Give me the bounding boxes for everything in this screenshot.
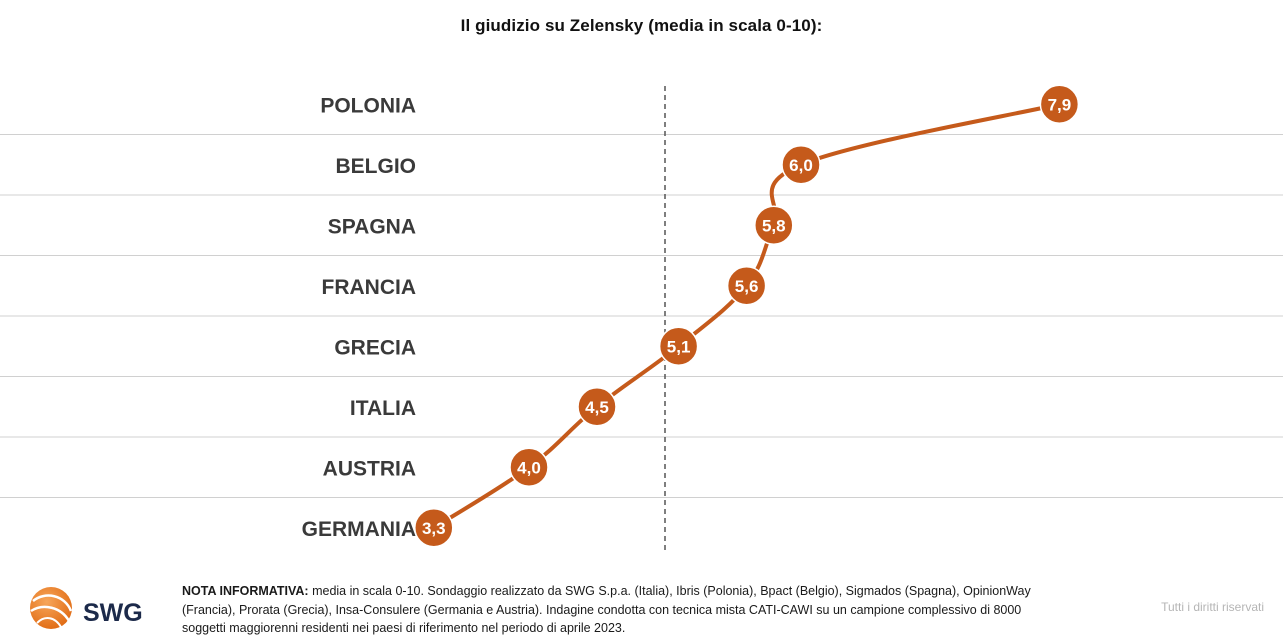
svg-text:SWG: SWG xyxy=(83,599,143,627)
category-label: BELGIO xyxy=(335,155,416,178)
data-point xyxy=(414,508,454,548)
category-label: POLONIA xyxy=(320,94,416,117)
data-point xyxy=(509,447,549,487)
data-point xyxy=(658,326,699,366)
data-label: 7,9 xyxy=(1048,95,1072,114)
category-labels: POLONIA BELGIO SPAGNA FRANCIA GRECIA ITALIA AU… xyxy=(302,94,416,541)
swg-logo: SWG xyxy=(30,587,143,629)
category-label: GERMANIA xyxy=(302,518,416,541)
category-label: FRANCIA xyxy=(322,276,417,299)
data-label: 4,5 xyxy=(585,398,609,417)
data-label: 5,6 xyxy=(735,277,759,296)
category-label: SPAGNA xyxy=(328,215,416,238)
row-separators xyxy=(0,134,1283,498)
data-label: 5,1 xyxy=(667,337,691,356)
data-point xyxy=(754,205,794,245)
data-markers: 7,9 6,0 5,8 5,6 5,1 4,5 4,0 3,3 xyxy=(414,84,1080,548)
footnote-label: NOTA INFORMATIVA: xyxy=(182,584,309,598)
data-point xyxy=(577,387,617,427)
data-point xyxy=(781,145,821,185)
footnote: NOTA INFORMATIVA: media in scala 0-10. S… xyxy=(182,582,1042,638)
footnote-text: media in scala 0-10. Sondaggio realizzat… xyxy=(182,584,1031,635)
category-label: AUSTRIA xyxy=(323,457,416,480)
data-label: 3,3 xyxy=(422,519,446,538)
data-point xyxy=(726,266,767,306)
data-label: 6,0 xyxy=(789,156,813,175)
data-label: 5,8 xyxy=(762,216,786,235)
chart-title: Il giudizio su Zelensky (media in scala … xyxy=(460,16,823,35)
data-point xyxy=(1039,84,1080,124)
footer: SWG NOTA INFORMATIVA: media in scala 0-1… xyxy=(0,574,1283,642)
category-label: ITALIA xyxy=(350,397,416,420)
copyright-notice: Tutti i diritti riservati xyxy=(1161,600,1264,614)
chart: POLONIA BELGIO SPAGNA FRANCIA GRECIA ITALIA AU… xyxy=(0,84,1283,554)
category-label: GRECIA xyxy=(334,336,416,359)
data-label: 4,0 xyxy=(517,458,541,477)
